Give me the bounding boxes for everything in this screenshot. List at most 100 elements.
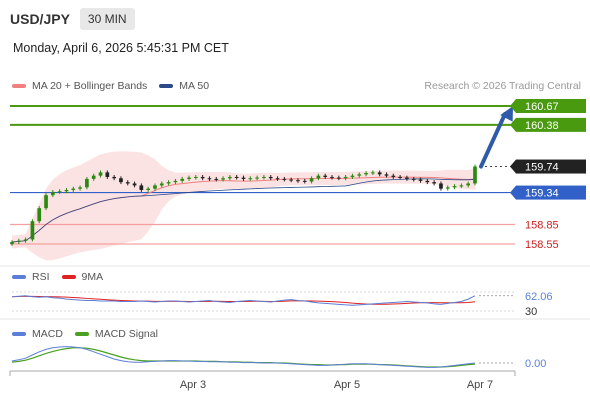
candle-body-0 <box>10 242 14 244</box>
candle-body-60 <box>418 179 423 181</box>
candle-body-65 <box>452 186 457 188</box>
candle-body-67 <box>466 183 471 186</box>
legend-ma20: MA 20 + Bollinger Bands <box>12 80 147 92</box>
candle-body-42 <box>296 180 300 182</box>
macd-signal-swatch <box>74 332 89 336</box>
rsi-line <box>11 295 476 306</box>
candle-body-64 <box>445 187 450 189</box>
price-label-pointer-2 <box>510 159 516 174</box>
candle-body-6 <box>51 191 55 196</box>
candle-body-20 <box>146 188 151 190</box>
candle-body-48 <box>336 177 341 179</box>
credit-text: Research © 2026 Trading Central <box>424 80 581 92</box>
candle-body-34 <box>241 177 246 179</box>
candle-body-53 <box>371 172 375 174</box>
legend-macd-signal-label: MACD Signal <box>94 328 158 340</box>
price-label-pointer-1 <box>510 117 516 132</box>
rsi-legend: RSI 9MA <box>12 271 115 283</box>
candle-body-24 <box>173 180 178 183</box>
candle-body-45 <box>316 175 321 179</box>
candle-body-21 <box>153 185 157 189</box>
candle-body-1 <box>16 240 21 243</box>
candle-body-11 <box>85 178 89 188</box>
legend-ma50-label: MA 50 <box>179 80 210 92</box>
forecast-arrow <box>479 106 513 169</box>
rsi-panel: 30 62.06 <box>11 288 553 318</box>
candle-body-10 <box>78 187 82 189</box>
candle-body-38 <box>268 176 273 179</box>
price-label-1: 160.38 <box>525 120 559 132</box>
candle-body-36 <box>255 177 259 179</box>
symbol-label: USD/JPY <box>10 11 70 27</box>
price-label-4: 158.85 <box>525 219 559 231</box>
legend-macd-label: MACD <box>32 328 63 340</box>
candle-body-4 <box>37 208 42 222</box>
candle-body-32 <box>228 176 232 179</box>
x-tick-label-1: Apr 5 <box>334 379 360 391</box>
candle-body-14 <box>105 172 110 177</box>
candle-body-52 <box>364 173 368 175</box>
legend-macd: MACD <box>12 328 63 340</box>
candles <box>10 164 477 246</box>
chart-header: USD/JPY 30 MIN <box>10 8 135 30</box>
legend-rsi-label: RSI <box>32 271 50 283</box>
ma20-swatch <box>12 84 26 88</box>
candle-body-16 <box>119 178 123 183</box>
candle-body-50 <box>350 175 355 177</box>
candle-body-28 <box>200 176 205 179</box>
rsi-last-label: 62.06 <box>525 291 553 303</box>
candle-body-31 <box>221 178 225 180</box>
rsi-level-label: 30 <box>525 306 537 318</box>
price-label-bg-3 <box>516 185 586 200</box>
macd-last-label: 0.00 <box>525 358 546 370</box>
bollinger-band-area <box>12 151 475 261</box>
forecast-arrow-shaft <box>479 112 507 169</box>
interval-button[interactable]: 30 MIN <box>79 8 135 30</box>
candle-body-43 <box>302 180 307 182</box>
candle-body-57 <box>398 176 402 178</box>
candle-body-22 <box>159 183 164 186</box>
legend-macd-signal: MACD Signal <box>74 328 158 340</box>
candle-body-37 <box>262 176 266 178</box>
candle-body-25 <box>180 178 185 181</box>
macd-panel: 0.00 <box>11 346 546 370</box>
candle-body-7 <box>57 191 62 193</box>
candle-body-68 <box>473 166 477 184</box>
bollinger-bands <box>12 151 475 261</box>
price-legend: MA 20 + Bollinger Bands MA 50 <box>12 80 221 92</box>
candle-body-33 <box>234 176 239 178</box>
candle-body-29 <box>207 178 212 180</box>
price-label-0: 160.67 <box>525 101 559 113</box>
legend-ma20-label: MA 20 + Bollinger Bands <box>32 80 148 92</box>
candle-body-13 <box>98 172 103 176</box>
candle-body-8 <box>64 189 69 192</box>
candle-body-66 <box>459 185 464 187</box>
candle-body-56 <box>391 175 396 177</box>
candle-body-2 <box>23 239 28 241</box>
candle-body-46 <box>323 175 328 177</box>
price-label-bg-2 <box>516 159 586 174</box>
legend-rsi-ma-label: 9MA <box>81 271 104 283</box>
candle-body-9 <box>71 188 76 190</box>
x-tick-label-2: Apr 7 <box>467 379 493 391</box>
candle-body-19 <box>139 185 144 190</box>
candle-body-15 <box>112 176 116 179</box>
candle-body-59 <box>411 178 416 180</box>
candle-body-44 <box>309 178 314 182</box>
candle-body-30 <box>214 178 219 180</box>
price-label-pointer-0 <box>510 99 516 113</box>
candle-body-55 <box>384 174 389 176</box>
candle-body-62 <box>432 182 436 184</box>
ma50-line <box>11 178 476 243</box>
rsi-last-label-bg <box>522 288 552 302</box>
price-label-bg-0 <box>516 99 586 113</box>
price-label-5: 158.55 <box>525 239 559 251</box>
price-levels <box>10 105 515 245</box>
candle-body-3 <box>30 221 35 240</box>
candle-body-17 <box>125 182 130 184</box>
candle-body-54 <box>377 172 382 175</box>
price-label-bg-1 <box>516 117 586 132</box>
ma50-swatch <box>159 84 174 88</box>
legend-rsi-ma: 9MA <box>61 271 104 283</box>
